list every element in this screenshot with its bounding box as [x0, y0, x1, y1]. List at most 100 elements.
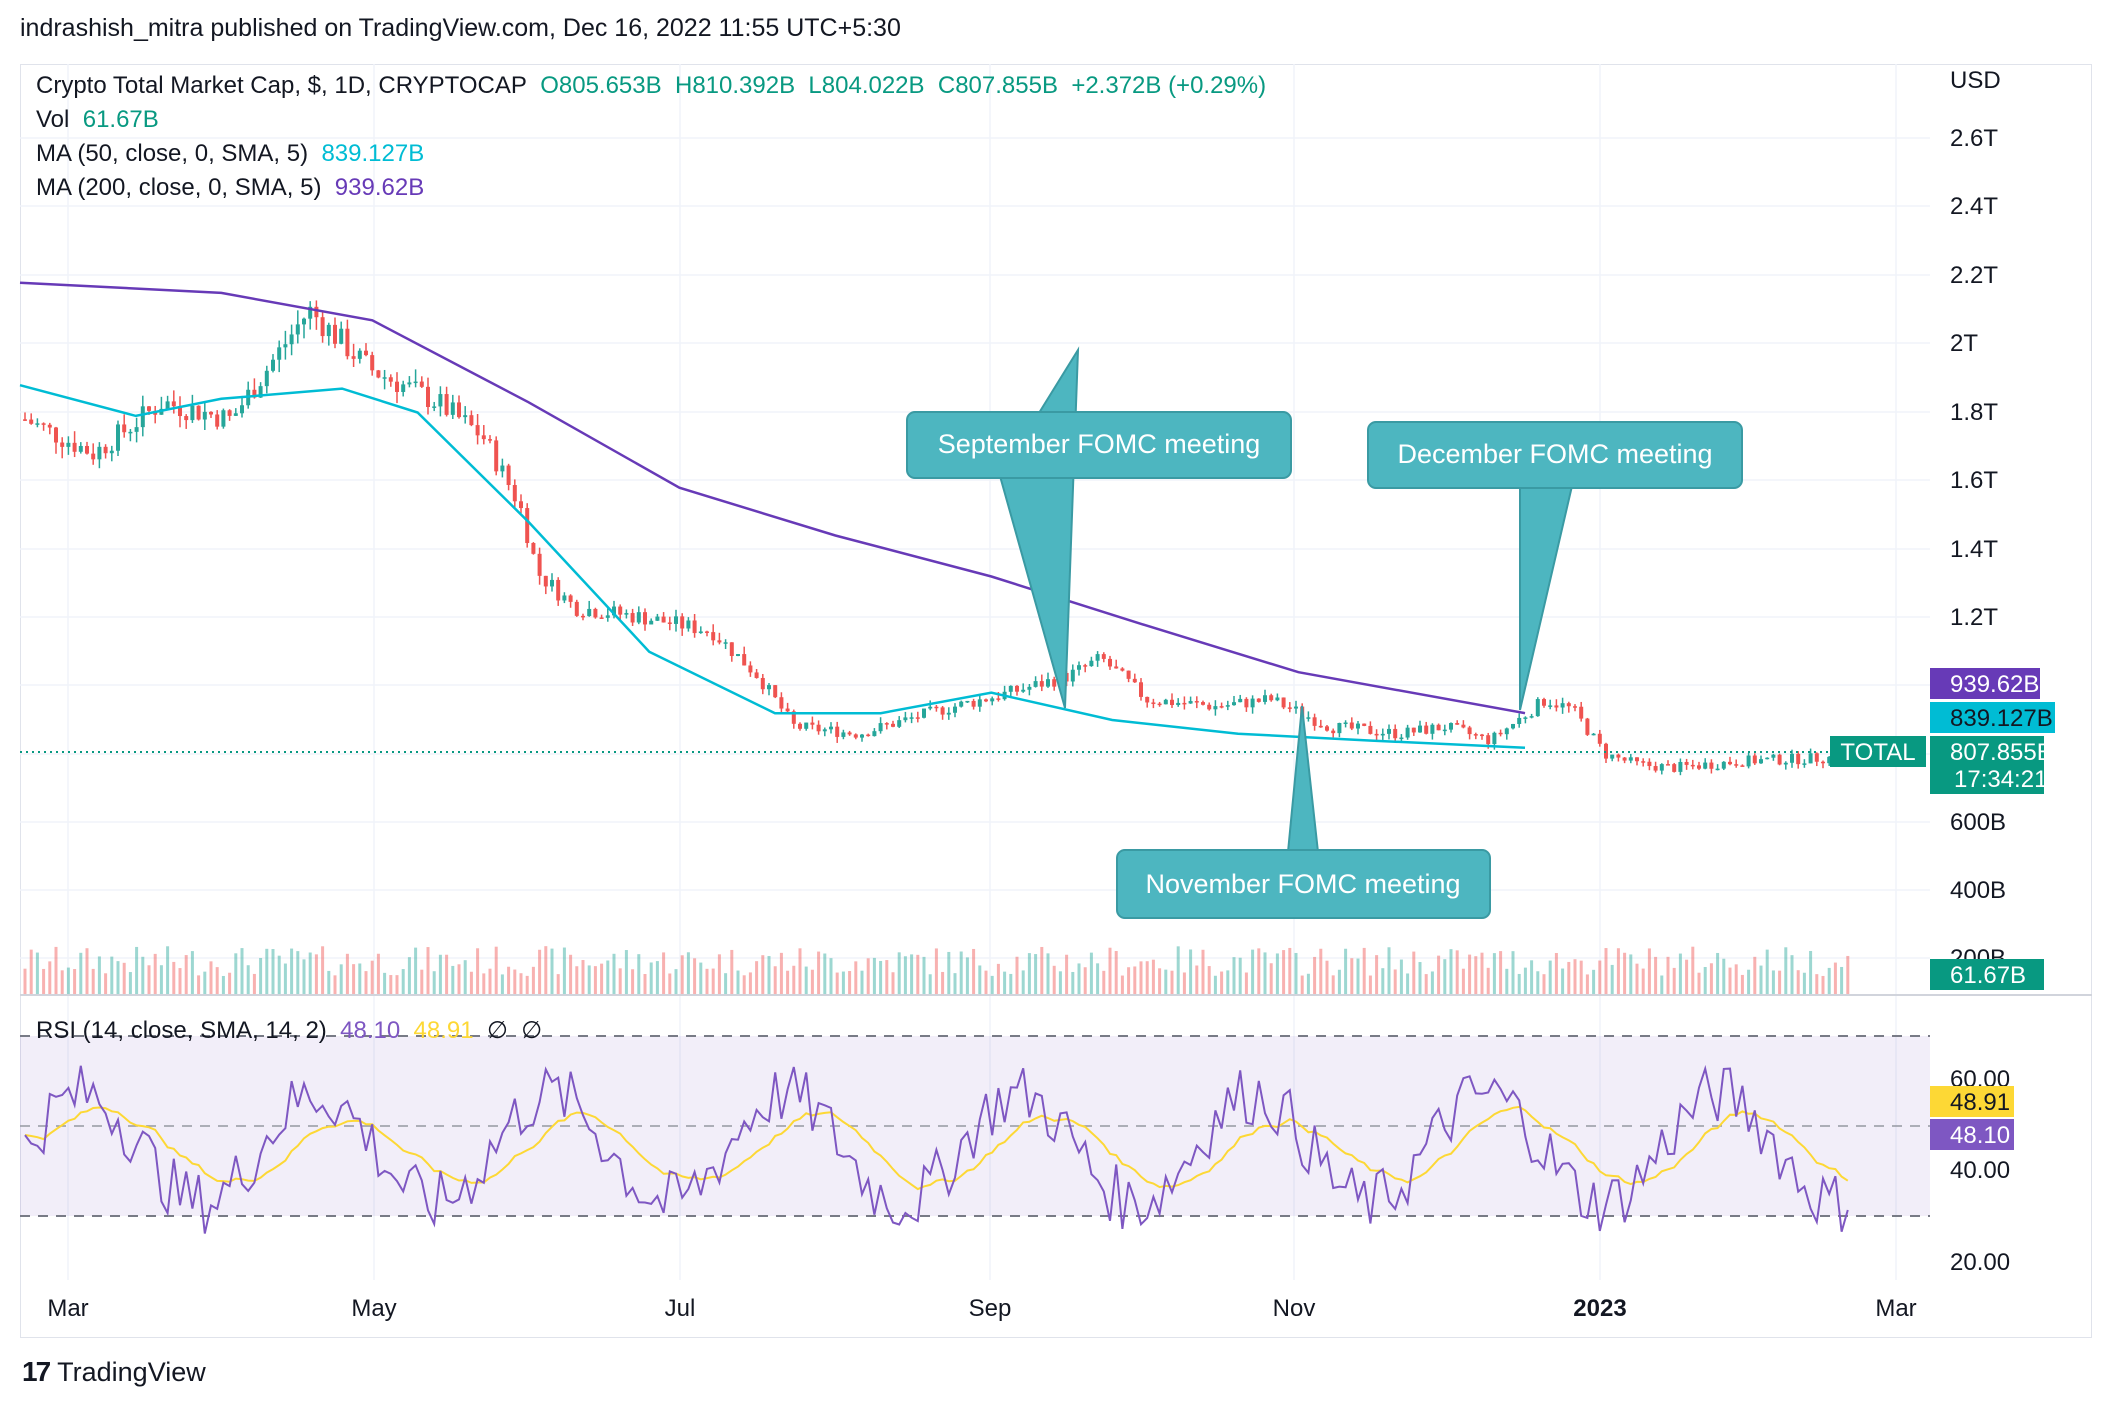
- candle-body: [91, 453, 96, 460]
- volume-bar: [928, 974, 932, 994]
- candle-body: [562, 595, 567, 601]
- candle-body: [1616, 754, 1621, 758]
- volume-bar: [581, 960, 585, 994]
- volume-bar: [885, 960, 889, 994]
- candle-body: [1709, 762, 1714, 769]
- candle-body: [760, 677, 765, 690]
- volume-bar: [854, 961, 858, 994]
- volume-bar: [1443, 959, 1447, 994]
- volume-bar: [1182, 972, 1186, 994]
- candle-body: [178, 406, 182, 417]
- volume-bar: [823, 953, 827, 994]
- volume-bar: [1685, 959, 1689, 994]
- volume-bar: [1257, 948, 1261, 994]
- candle-body: [345, 328, 350, 357]
- candle-body: [884, 723, 889, 725]
- volume-bar: [228, 972, 232, 994]
- candle-body: [221, 410, 226, 427]
- volume-bar: [513, 969, 517, 994]
- candle-body: [872, 731, 877, 737]
- volume-bar: [308, 952, 312, 994]
- volume-bar: [438, 954, 442, 994]
- candle-body: [1467, 727, 1472, 735]
- candle-body: [1808, 753, 1813, 764]
- volume-bar: [1220, 971, 1224, 994]
- legend-symbol[interactable]: Crypto Total Market Cap, $, 1D, CRYPTOCA…: [36, 72, 527, 99]
- volume-bar: [674, 969, 678, 994]
- candle-body: [543, 575, 548, 587]
- ma50-line: [19, 383, 1526, 749]
- volume-bar: [742, 975, 746, 994]
- volume-bar: [1195, 965, 1199, 994]
- volume-bar: [1108, 947, 1112, 994]
- callout-december[interactable]: December FOMC meeting: [1367, 421, 1743, 711]
- price-axis-tick: 2.6T: [1950, 125, 1998, 152]
- volume-bar: [1133, 966, 1137, 994]
- candle-body: [1405, 727, 1410, 738]
- candle-body: [1232, 702, 1236, 706]
- callout-november[interactable]: November FOMC meeting: [1116, 705, 1491, 919]
- volume-bar: [965, 957, 969, 994]
- volume-bar: [1232, 957, 1236, 994]
- candle-body: [54, 427, 58, 443]
- volume-bar: [550, 948, 554, 994]
- volume-bar: [711, 968, 715, 994]
- candle-body: [1715, 768, 1720, 771]
- candle-body: [810, 722, 815, 725]
- volume-bar: [166, 946, 170, 994]
- volume-bar: [1616, 948, 1620, 994]
- volume-bar: [1058, 971, 1062, 994]
- callout-september[interactable]: September FOMC meeting: [906, 346, 1292, 709]
- legend-rsi[interactable]: RSI (14, close, SMA, 14, 2) 48.10 48.91 …: [36, 1016, 542, 1045]
- candle-body: [1827, 756, 1832, 764]
- candle-body: [1697, 765, 1701, 769]
- legend-ma50[interactable]: MA (50, close, 0, SMA, 5) 839.127B: [36, 140, 424, 168]
- publish-header: indrashish_mitra published on TradingVie…: [20, 14, 901, 42]
- volume-bar: [23, 968, 27, 994]
- price-axis[interactable]: USD 2.6T 2.4T 2.2T 2T 1.8T 1.6T 1.4T 1.2…: [1950, 67, 2006, 972]
- volume-bar: [407, 957, 411, 994]
- volume-bar: [934, 948, 938, 994]
- candle-body: [835, 726, 840, 737]
- volume-bar: [376, 953, 380, 994]
- candle-body: [1275, 697, 1280, 701]
- candle-body: [1765, 757, 1770, 760]
- volume-bar: [345, 953, 349, 994]
- volume-bars: [23, 946, 1850, 994]
- legend-low: L804.022B: [808, 72, 925, 99]
- candle-body: [1263, 695, 1267, 702]
- volume-bar: [556, 974, 560, 994]
- volume-bar: [1213, 975, 1217, 994]
- volume-bar: [755, 961, 759, 994]
- candle-body: [401, 384, 406, 392]
- volume-bar: [389, 975, 393, 994]
- candle-body: [754, 672, 759, 678]
- candle-body: [314, 306, 319, 318]
- candle-body: [1331, 730, 1336, 734]
- volume-bar: [1263, 952, 1267, 994]
- candle-body: [1368, 725, 1373, 734]
- rsi-ma-badge: 48.91: [1930, 1086, 2014, 1117]
- legend-volume[interactable]: Vol 61.67B: [36, 106, 159, 134]
- candle-body: [364, 350, 368, 356]
- candle-body: [1325, 726, 1329, 731]
- candle-body: [1542, 699, 1546, 706]
- candle-body: [450, 402, 455, 415]
- time-axis[interactable]: Mar May Jul Sep Nov 2023 Mar: [47, 1295, 1916, 1322]
- candle-body: [240, 405, 244, 414]
- candle-body: [277, 347, 282, 360]
- volume-bar: [587, 965, 591, 994]
- legend-ma200[interactable]: MA (200, close, 0, SMA, 5) 939.62B: [36, 174, 424, 202]
- candle-body: [1783, 762, 1788, 765]
- volume-bar: [35, 952, 39, 994]
- volume-bar: [420, 969, 424, 994]
- candle-body: [1653, 766, 1658, 771]
- volume-bar: [779, 952, 783, 994]
- volume-bar: [761, 955, 765, 994]
- footer-brand[interactable]: 17 TradingView: [22, 1356, 206, 1388]
- volume-bar: [1722, 958, 1726, 994]
- candle-body: [41, 423, 46, 425]
- candle-body: [326, 324, 331, 337]
- candle-body: [928, 706, 933, 709]
